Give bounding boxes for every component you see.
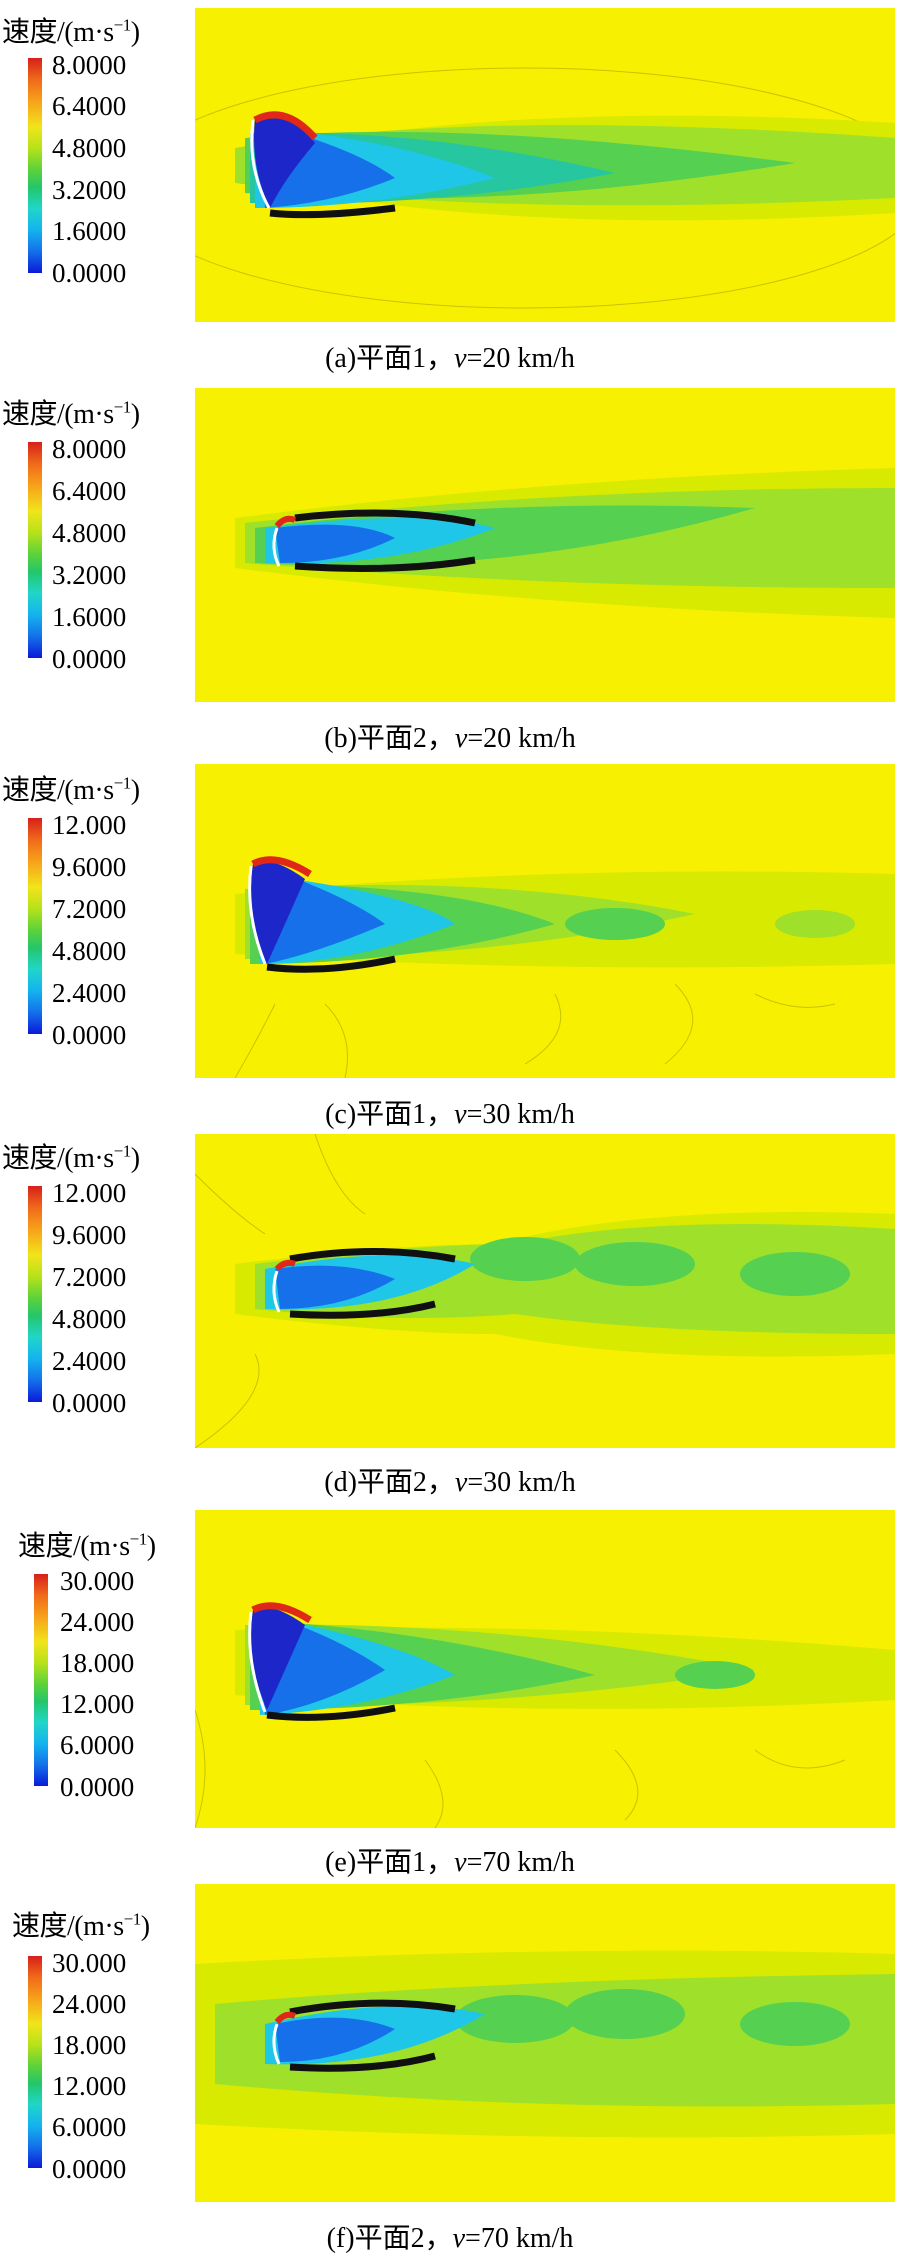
colorbar-tick: 0.0000 (52, 2154, 127, 2184)
colorbar (28, 1186, 42, 1402)
colorbar-tick: 7.2000 (52, 1262, 127, 1292)
colorbar-tick: 1.6000 (52, 602, 127, 632)
colorbar-title: 速度/(m·s−1) (2, 397, 140, 430)
colorbar-title: 速度/(m·s−1) (18, 1529, 156, 1562)
colorbar (34, 1574, 48, 1786)
colorbar-tick: 8.0000 (52, 50, 127, 80)
caption: (c)平面1，v=30 km/h (325, 1099, 575, 1130)
colorbar-tick: 0.0000 (60, 1772, 135, 1802)
colorbar-tick: 0.0000 (52, 258, 127, 288)
colorbar-tick: 18.000 (60, 1648, 135, 1678)
colorbar-title: 速度/(m·s−1) (2, 1141, 140, 1174)
colorbar-tick: 2.4000 (52, 978, 127, 1008)
colorbar (28, 1956, 42, 2168)
colorbar-tick: 9.6000 (52, 1220, 127, 1250)
contour-plot (195, 1134, 895, 1448)
colorbar-tick: 9.6000 (52, 852, 127, 882)
colorbar-tick: 18.000 (52, 2030, 127, 2060)
colorbar-tick: 30.000 (52, 1948, 127, 1978)
contour-plot (195, 764, 895, 1078)
contour-plot (195, 8, 895, 322)
colorbar-tick: 1.6000 (52, 216, 127, 246)
colorbar-tick: 6.4000 (52, 91, 127, 121)
colorbar-tick: 12.000 (52, 810, 127, 840)
caption: (f)平面2，v=70 km/h (326, 2223, 574, 2254)
colorbar-tick: 4.8000 (52, 133, 127, 163)
colorbar-tick: 7.2000 (52, 894, 127, 924)
colorbar-tick: 3.2000 (52, 175, 127, 205)
colorbar-tick: 2.4000 (52, 1346, 127, 1376)
colorbar-tick: 4.8000 (52, 936, 127, 966)
colorbar-tick: 0.0000 (52, 1388, 127, 1418)
colorbar (28, 442, 42, 658)
colorbar-tick: 3.2000 (52, 560, 127, 590)
colorbar-tick: 4.8000 (52, 1304, 127, 1334)
caption: (a)平面1，v=20 km/h (325, 343, 575, 374)
colorbar (28, 818, 42, 1034)
contour-plot (195, 1510, 895, 1828)
colorbar-tick: 12.000 (60, 1689, 135, 1719)
colorbar-tick: 24.000 (60, 1607, 135, 1637)
colorbar-tick: 8.0000 (52, 434, 127, 464)
colorbar-tick: 6.0000 (52, 2112, 127, 2142)
colorbar-tick: 30.000 (60, 1566, 135, 1596)
colorbar-tick: 0.0000 (52, 1020, 127, 1050)
colorbar-tick: 24.000 (52, 1989, 127, 2019)
contour-plot (195, 388, 895, 702)
colorbar-tick: 12.000 (52, 1178, 127, 1208)
colorbar-tick: 4.8000 (52, 518, 127, 548)
colorbar (28, 58, 42, 273)
colorbar-tick: 6.0000 (60, 1730, 135, 1760)
colorbar-title: 速度/(m·s−1) (2, 773, 140, 806)
colorbar-tick: 6.4000 (52, 476, 127, 506)
contour-plot (195, 1884, 895, 2202)
caption: (d)平面2，v=30 km/h (324, 1467, 576, 1498)
colorbar-tick: 12.000 (52, 2071, 127, 2101)
colorbar-tick: 0.0000 (52, 644, 127, 674)
colorbar-title: 速度/(m·s−1) (2, 15, 140, 48)
colorbar-title: 速度/(m·s−1) (12, 1909, 150, 1942)
caption: (b)平面2，v=20 km/h (324, 723, 576, 754)
caption: (e)平面1，v=70 km/h (325, 1847, 575, 1878)
